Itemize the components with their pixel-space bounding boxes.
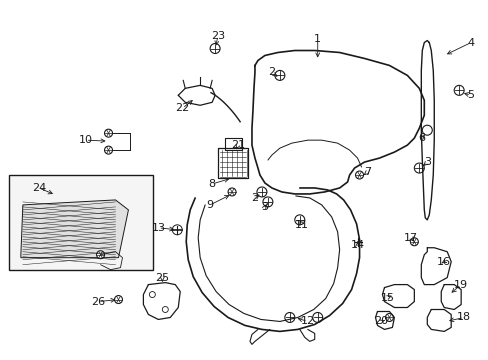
Text: 9: 9 (206, 200, 213, 210)
Text: 17: 17 (404, 233, 418, 243)
Text: 14: 14 (350, 240, 364, 250)
Text: 24: 24 (32, 183, 46, 193)
Text: 10: 10 (79, 135, 92, 145)
Text: 5: 5 (467, 90, 474, 100)
Text: 6: 6 (417, 133, 424, 143)
Text: 18: 18 (456, 312, 470, 323)
Text: 7: 7 (363, 167, 370, 177)
Circle shape (385, 314, 393, 321)
Text: 23: 23 (211, 31, 224, 41)
Text: 13: 13 (151, 223, 165, 233)
Text: 1: 1 (314, 33, 321, 44)
Text: 19: 19 (453, 280, 468, 289)
Text: 12: 12 (300, 316, 314, 327)
Circle shape (96, 251, 104, 259)
Text: 8: 8 (208, 179, 215, 189)
Circle shape (355, 171, 363, 179)
Text: 3: 3 (423, 157, 430, 167)
Text: 20: 20 (374, 316, 388, 327)
Circle shape (104, 146, 112, 154)
Circle shape (114, 296, 122, 303)
Circle shape (409, 238, 417, 246)
Text: 21: 21 (230, 140, 244, 150)
Bar (9, 175, 153, 270)
Text: 4: 4 (467, 37, 474, 48)
Text: 15: 15 (380, 293, 394, 302)
Text: 11: 11 (294, 220, 308, 230)
Polygon shape (21, 200, 128, 258)
Text: 25: 25 (155, 273, 169, 283)
Text: 16: 16 (436, 257, 450, 267)
Text: 22: 22 (175, 103, 189, 113)
Text: 2: 2 (251, 193, 258, 203)
Circle shape (227, 188, 236, 196)
Text: 3: 3 (261, 202, 268, 212)
Circle shape (104, 129, 112, 137)
Text: 2: 2 (268, 67, 275, 77)
Text: 26: 26 (91, 297, 105, 306)
